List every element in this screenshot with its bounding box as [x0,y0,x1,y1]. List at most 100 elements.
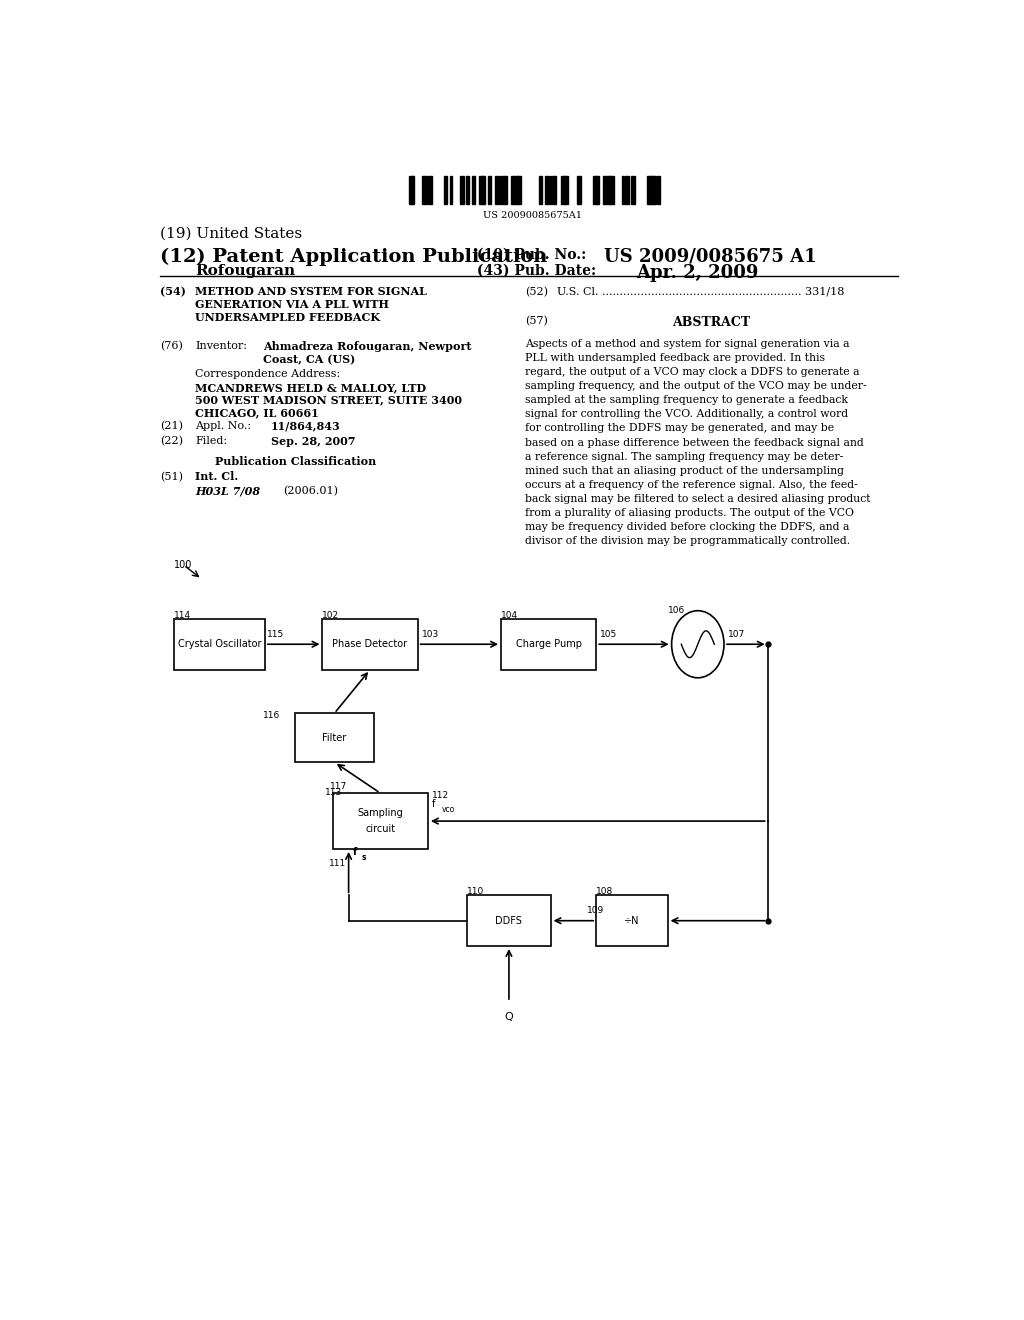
Text: Ahmadreza Rofougaran, Newport
Coast, CA (US): Ahmadreza Rofougaran, Newport Coast, CA … [263,342,471,366]
Text: (54): (54) [160,286,185,297]
Circle shape [672,611,724,677]
Bar [504,176,508,205]
Text: Charge Pump: Charge Pump [516,639,582,649]
Text: sampling frequency, and the output of the VCO may be under-: sampling frequency, and the output of th… [524,381,866,392]
Bar [295,713,374,762]
Bar [606,176,609,205]
Text: (12) Patent Application Publication: (12) Patent Application Publication [160,248,547,267]
Bar [593,176,597,205]
Bar [425,176,427,205]
Bar [564,176,568,205]
Text: Publication Classification: Publication Classification [215,457,377,467]
Text: back signal may be filtered to select a desired aliasing product: back signal may be filtered to select a … [524,494,870,504]
Bar [647,176,651,205]
Text: 114: 114 [174,611,190,619]
Text: (57): (57) [524,315,548,326]
Bar [612,176,614,205]
Bar [323,619,418,669]
Text: 108: 108 [596,887,613,896]
Text: a reference signal. The sampling frequency may be deter-: a reference signal. The sampling frequen… [524,451,843,462]
Text: mined such that an aliasing product of the undersampling: mined such that an aliasing product of t… [524,466,844,475]
Text: 100: 100 [174,560,193,570]
Bar [656,176,659,205]
Bar [428,176,432,205]
Bar [622,176,625,205]
Text: U.S. Cl. ......................................................... 331/18: U.S. Cl. ...............................… [557,286,844,297]
Bar [495,176,497,205]
Text: Appl. No.:: Appl. No.: [196,421,252,430]
Text: f: f [352,846,356,857]
Text: (76): (76) [160,342,182,351]
Text: Rofougaran: Rofougaran [196,264,296,279]
Text: ÷N: ÷N [625,916,640,925]
Text: Crystal Oscillator: Crystal Oscillator [177,639,261,649]
Bar [653,176,655,205]
Text: 109: 109 [587,907,604,916]
Text: (22): (22) [160,436,182,446]
Bar [467,895,551,946]
Text: (21): (21) [160,421,182,430]
Text: Inventor:: Inventor: [196,342,248,351]
Text: Phase Detector: Phase Detector [333,639,408,649]
Bar [514,176,518,205]
Text: 107: 107 [728,630,745,639]
Text: f: f [432,799,435,809]
Text: MCANDREWS HELD & MALLOY, LTD
500 WEST MADISON STREET, SUITE 3400
CHICAGO, IL 606: MCANDREWS HELD & MALLOY, LTD 500 WEST MA… [196,381,463,418]
Bar [631,176,635,205]
Text: occurs at a frequency of the reference signal. Also, the feed-: occurs at a frequency of the reference s… [524,479,857,490]
Bar [609,176,612,205]
Text: (10) Pub. No.:: (10) Pub. No.: [477,248,587,261]
Bar [578,176,581,205]
Text: (2006.01): (2006.01) [283,486,338,496]
Text: signal for controlling the VCO. Additionally, a control word: signal for controlling the VCO. Addition… [524,409,848,420]
Bar [501,619,596,669]
Bar [409,176,413,205]
Bar [596,895,668,946]
Text: regard, the output of a VCO may clock a DDFS to generate a: regard, the output of a VCO may clock a … [524,367,859,378]
Text: (51): (51) [160,471,182,482]
Text: based on a phase difference between the feedback signal and: based on a phase difference between the … [524,437,863,447]
Text: Sampling: Sampling [357,808,403,818]
Text: US 2009/0085675 A1: US 2009/0085675 A1 [604,248,817,265]
Text: Correspondence Address:: Correspondence Address: [196,368,341,379]
Bar [451,176,453,205]
Text: (52): (52) [524,286,548,297]
Bar [650,176,654,205]
Bar [174,619,265,669]
Text: Q: Q [505,1012,513,1022]
Text: from a plurality of aliasing products. The output of the VCO: from a plurality of aliasing products. T… [524,508,854,517]
Text: METHOD AND SYSTEM FOR SIGNAL
GENERATION VIA A PLL WITH
UNDERSAMPLED FEEDBACK: METHOD AND SYSTEM FOR SIGNAL GENERATION … [196,286,427,323]
Text: 103: 103 [422,630,439,639]
Bar [422,176,425,205]
Text: 116: 116 [263,711,281,721]
Text: for controlling the DDFS may be generated, and may be: for controlling the DDFS may be generate… [524,424,834,433]
Bar [412,176,415,205]
Text: US 20090085675A1: US 20090085675A1 [483,211,583,220]
Text: ABSTRACT: ABSTRACT [672,315,751,329]
Bar [472,176,475,205]
Text: vco: vco [441,805,455,814]
Text: Aspects of a method and system for signal generation via a: Aspects of a method and system for signa… [524,339,849,350]
Text: 111: 111 [329,859,346,869]
Text: 105: 105 [600,630,617,639]
Bar [443,176,446,205]
Text: Apr. 2, 2009: Apr. 2, 2009 [636,264,759,282]
Bar [561,176,565,205]
Text: sampled at the sampling frequency to generate a feedback: sampled at the sampling frequency to gen… [524,396,848,405]
Text: 106: 106 [668,606,685,615]
Text: 115: 115 [267,630,285,639]
Text: (43) Pub. Date:: (43) Pub. Date: [477,264,596,279]
Bar [460,176,464,205]
Text: 11/864,843: 11/864,843 [270,421,341,432]
Bar [546,176,548,205]
Bar [539,176,542,205]
Text: H03L 7/08: H03L 7/08 [196,486,260,496]
Text: Filter: Filter [323,733,346,743]
Bar [596,176,599,205]
Text: may be frequency divided before clocking the DDFS, and a: may be frequency divided before clocking… [524,521,849,532]
Bar [501,176,504,205]
Text: PLL with undersampled feedback are provided. In this: PLL with undersampled feedback are provi… [524,354,824,363]
Text: divisor of the division may be programmatically controlled.: divisor of the division may be programma… [524,536,850,545]
Bar [498,176,501,205]
Bar [625,176,629,205]
